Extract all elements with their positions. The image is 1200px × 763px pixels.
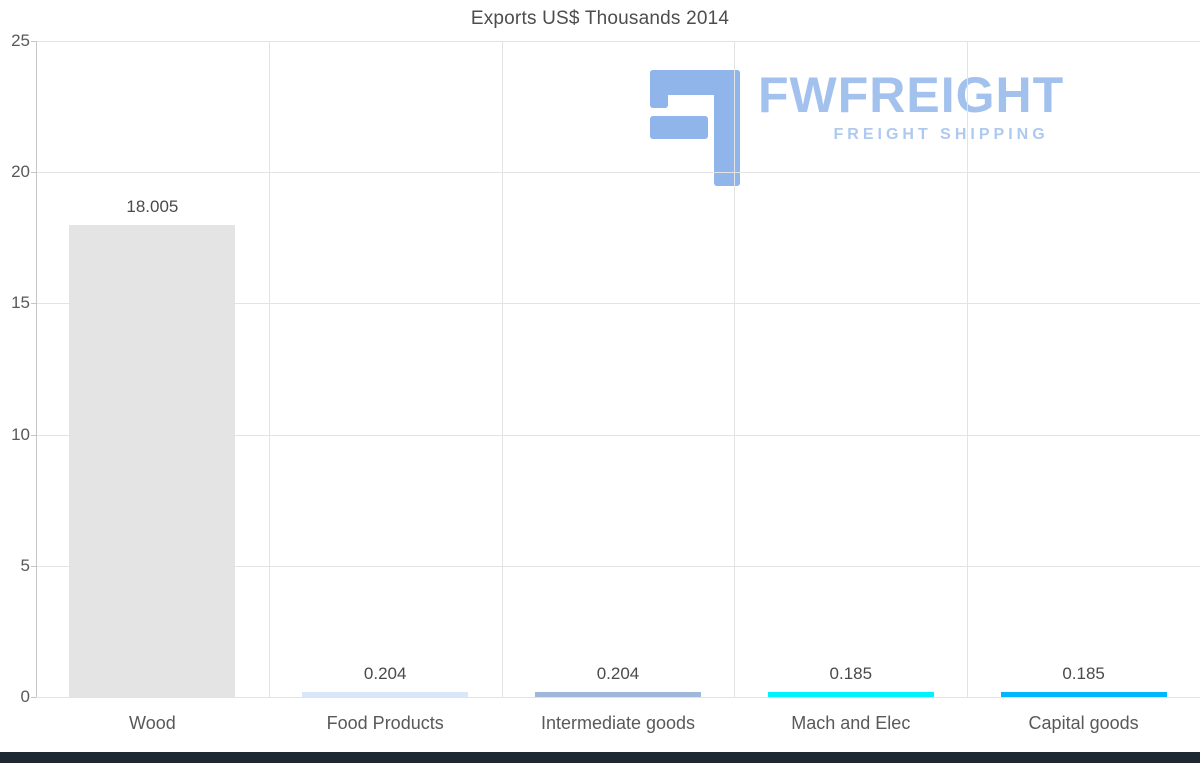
gridline-horizontal bbox=[36, 434, 1200, 436]
brand-logo-icon bbox=[650, 70, 740, 186]
brand-tagline: FREIGHT SHIPPING bbox=[833, 126, 1049, 143]
x-axis-label-food-products: Food Products bbox=[326, 713, 444, 733]
bar-value-label: 0.185 bbox=[829, 664, 873, 684]
gridline-horizontal bbox=[36, 303, 1200, 305]
gridline-horizontal bbox=[36, 697, 1200, 698]
bar-capital-goods bbox=[1000, 692, 1167, 697]
gridline-vertical bbox=[501, 41, 503, 697]
gridline-vertical bbox=[967, 41, 969, 697]
brand-name: FWFREIGHT bbox=[758, 67, 1065, 123]
bar-food-products bbox=[302, 691, 469, 697]
gridline-vertical bbox=[734, 41, 736, 697]
chart-title: Exports US$ Thousands 2014 bbox=[470, 8, 730, 29]
x-axis-label-mach-and-elec: Mach and Elec bbox=[791, 713, 911, 733]
y-tick-label: 5 bbox=[20, 555, 30, 575]
gridline-horizontal bbox=[36, 565, 1200, 567]
bottom-bar bbox=[0, 752, 1200, 763]
bar-mach-and-elec bbox=[767, 692, 934, 697]
bar-intermediate-goods bbox=[535, 691, 701, 697]
y-axis-tick bbox=[31, 565, 36, 567]
y-tick-label: 10 bbox=[11, 424, 30, 444]
gridline-vertical bbox=[268, 41, 270, 697]
y-tick-label: 15 bbox=[11, 293, 30, 313]
x-axis-label-intermediate-goods: Intermediate goods bbox=[540, 713, 696, 733]
bar-value-label: 0.185 bbox=[1062, 664, 1105, 684]
x-axis-label-capital-goods: Capital goods bbox=[1028, 713, 1139, 733]
y-axis-tick bbox=[31, 434, 36, 436]
bar-value-label: 0.204 bbox=[363, 663, 407, 683]
y-axis-line bbox=[36, 41, 37, 697]
y-tick-label: 0 bbox=[20, 687, 30, 706]
brand-watermark: FWFREIGHT FREIGHT SHIPPING bbox=[648, 66, 1148, 186]
gridline-horizontal bbox=[36, 172, 1200, 174]
y-axis-tick bbox=[31, 303, 36, 305]
brand-logo-text: FWFREIGHT FREIGHT SHIPPING bbox=[758, 66, 1064, 144]
y-axis-tick bbox=[31, 697, 36, 698]
gridline-horizontal bbox=[36, 41, 1200, 42]
y-tick-label: 20 bbox=[11, 162, 30, 182]
bar-wood bbox=[69, 224, 236, 697]
y-tick-label: 25 bbox=[11, 31, 30, 50]
y-axis-tick bbox=[31, 41, 36, 42]
bar-value-label: 18.005 bbox=[126, 196, 179, 216]
bar-value-label: 0.204 bbox=[596, 663, 640, 683]
x-axis-label-wood: Wood bbox=[129, 713, 176, 733]
y-axis-tick bbox=[31, 172, 36, 174]
